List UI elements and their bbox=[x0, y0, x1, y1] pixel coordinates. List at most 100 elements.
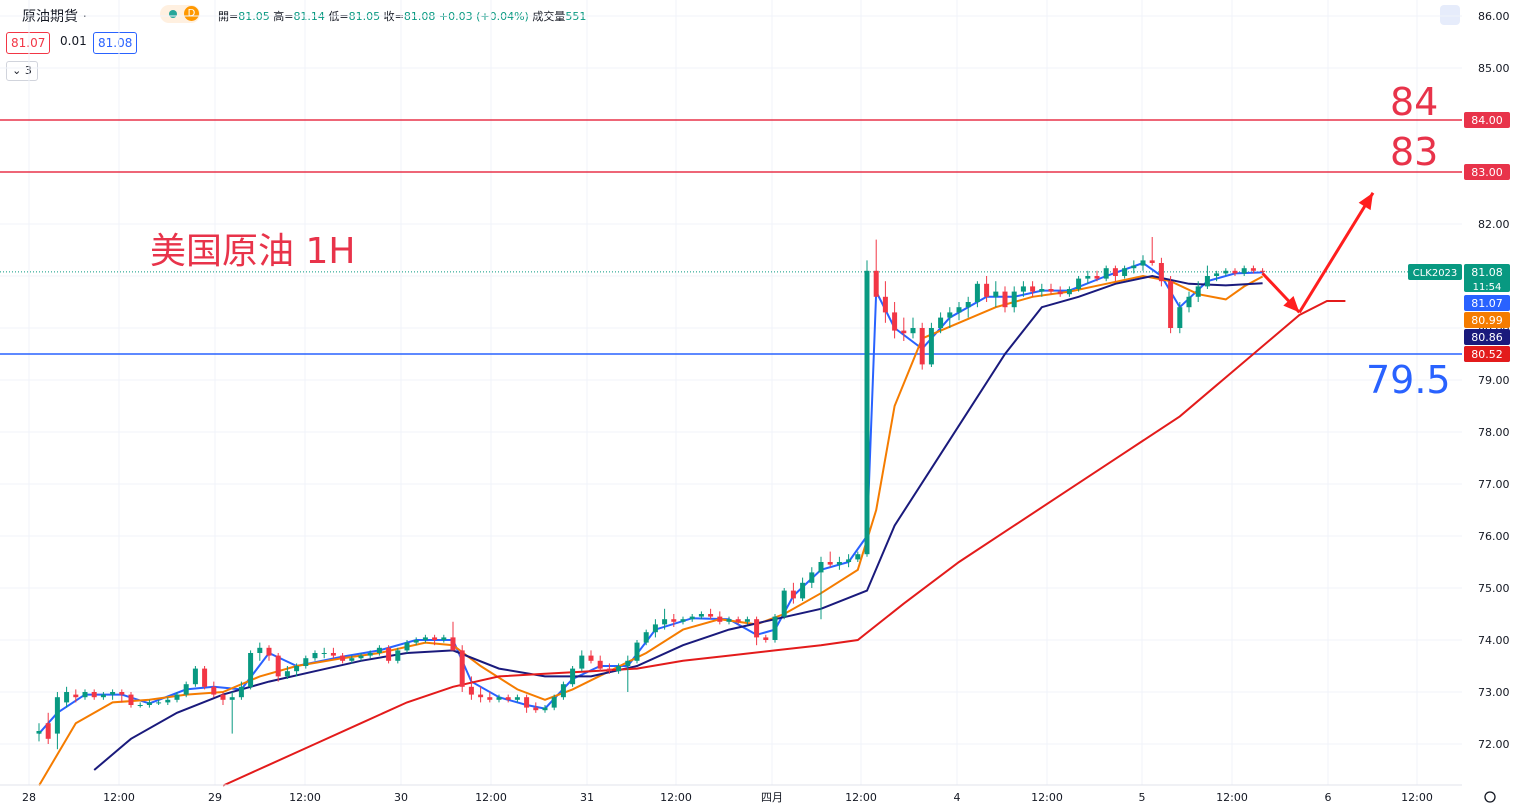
candle-body[interactable] bbox=[100, 694, 106, 698]
candle-body[interactable] bbox=[800, 582, 806, 599]
symbol-title[interactable]: 原油期貨 · bbox=[22, 9, 87, 25]
candle-body[interactable] bbox=[827, 562, 833, 565]
candle-body[interactable] bbox=[119, 692, 125, 695]
candle-body[interactable] bbox=[965, 302, 971, 308]
candle-body[interactable] bbox=[1085, 276, 1091, 279]
candle-body[interactable] bbox=[579, 655, 585, 669]
candle-body[interactable] bbox=[432, 637, 438, 640]
candle-body[interactable] bbox=[524, 697, 530, 708]
candle-body[interactable] bbox=[993, 291, 999, 297]
candle-body[interactable] bbox=[781, 590, 787, 617]
candle-body[interactable] bbox=[616, 666, 622, 672]
candle-body[interactable] bbox=[698, 614, 704, 617]
candle-body[interactable] bbox=[386, 647, 392, 661]
candle-body[interactable] bbox=[1131, 265, 1137, 269]
candle-body[interactable] bbox=[606, 668, 612, 672]
gear-icon[interactable] bbox=[1484, 791, 1496, 803]
candle-body[interactable] bbox=[956, 307, 962, 313]
candle-body[interactable] bbox=[836, 562, 842, 565]
candle-body[interactable] bbox=[202, 668, 208, 687]
candle-body[interactable] bbox=[340, 655, 346, 661]
candle-body[interactable] bbox=[1186, 296, 1192, 308]
candle-body[interactable] bbox=[1057, 291, 1063, 295]
candle-body[interactable] bbox=[1177, 307, 1183, 328]
candle-body[interactable] bbox=[1002, 291, 1008, 308]
candle-body[interactable] bbox=[146, 702, 152, 705]
candle-body[interactable] bbox=[1250, 268, 1256, 271]
candle-body[interactable] bbox=[183, 684, 189, 695]
candle-body[interactable] bbox=[1103, 268, 1109, 279]
candle-body[interactable] bbox=[790, 590, 796, 599]
candle-body[interactable] bbox=[137, 705, 143, 706]
candle-body[interactable] bbox=[91, 692, 97, 698]
candle-body[interactable] bbox=[597, 660, 603, 669]
candle-body[interactable] bbox=[551, 697, 557, 708]
candle-body[interactable] bbox=[974, 283, 980, 302]
candle-body[interactable] bbox=[1195, 286, 1201, 297]
candle-body[interactable] bbox=[735, 619, 741, 622]
candle-body[interactable] bbox=[1048, 289, 1054, 292]
candle-body[interactable] bbox=[64, 692, 70, 703]
candle-body[interactable] bbox=[892, 312, 898, 331]
price-axis[interactable] bbox=[1462, 0, 1514, 811]
candle-body[interactable] bbox=[192, 668, 198, 685]
candle-body[interactable] bbox=[174, 694, 180, 700]
compare-button[interactable] bbox=[1440, 5, 1460, 25]
candle-body[interactable] bbox=[266, 647, 272, 656]
candle-body[interactable] bbox=[570, 668, 576, 685]
candle-body[interactable] bbox=[478, 694, 484, 698]
candle-body[interactable] bbox=[1066, 289, 1072, 295]
candle-body[interactable] bbox=[220, 694, 226, 700]
candle-body[interactable] bbox=[901, 330, 907, 334]
candle-body[interactable] bbox=[367, 653, 373, 656]
candle-body[interactable] bbox=[919, 328, 925, 365]
candle-body[interactable] bbox=[744, 619, 750, 622]
candle-body[interactable] bbox=[689, 616, 695, 620]
candle-body[interactable] bbox=[855, 554, 861, 560]
candle-body[interactable] bbox=[376, 647, 382, 653]
candle-body[interactable] bbox=[588, 655, 594, 661]
candle-body[interactable] bbox=[330, 653, 336, 656]
candle-body[interactable] bbox=[1232, 270, 1238, 274]
candle-body[interactable] bbox=[395, 650, 401, 661]
candle-body[interactable] bbox=[82, 692, 88, 698]
candle-body[interactable] bbox=[54, 697, 60, 734]
candle-body[interactable] bbox=[634, 642, 640, 661]
market-status-pill[interactable]: D bbox=[160, 5, 200, 23]
candle-body[interactable] bbox=[349, 658, 355, 661]
candle-body[interactable] bbox=[1011, 291, 1017, 308]
candle-body[interactable] bbox=[514, 697, 520, 700]
candle-body[interactable] bbox=[1039, 289, 1045, 292]
candle-body[interactable] bbox=[560, 684, 566, 698]
candle-body[interactable] bbox=[938, 317, 944, 328]
candle-body[interactable] bbox=[468, 686, 474, 695]
candle-body[interactable] bbox=[211, 686, 217, 695]
candle-body[interactable] bbox=[450, 637, 456, 651]
candle-body[interactable] bbox=[238, 686, 244, 698]
indicators-toggle[interactable]: ⌄ 3 bbox=[6, 61, 38, 81]
candle-body[interactable] bbox=[662, 619, 668, 625]
candle-body[interactable] bbox=[643, 632, 649, 643]
candle-body[interactable] bbox=[229, 697, 235, 700]
candle-body[interactable] bbox=[73, 694, 79, 698]
candle-body[interactable] bbox=[1030, 286, 1036, 292]
candle-body[interactable] bbox=[625, 660, 631, 666]
candle-body[interactable] bbox=[1112, 268, 1118, 276]
candle-body[interactable] bbox=[441, 637, 447, 640]
candle-body[interactable] bbox=[36, 731, 42, 734]
candle-body[interactable] bbox=[671, 619, 677, 622]
candle-body[interactable] bbox=[763, 637, 769, 640]
candle-body[interactable] bbox=[248, 653, 254, 687]
candle-body[interactable] bbox=[772, 616, 778, 640]
candle-body[interactable] bbox=[1241, 268, 1247, 274]
candle-body[interactable] bbox=[873, 270, 879, 297]
candle-body[interactable] bbox=[128, 694, 134, 705]
candle-body[interactable] bbox=[358, 655, 364, 659]
candle-body[interactable] bbox=[864, 270, 870, 555]
candle-body[interactable] bbox=[257, 647, 263, 653]
candle-body[interactable] bbox=[542, 707, 548, 711]
candle-body[interactable] bbox=[708, 614, 714, 617]
candle-body[interactable] bbox=[459, 650, 465, 687]
candle-body[interactable] bbox=[754, 619, 760, 638]
